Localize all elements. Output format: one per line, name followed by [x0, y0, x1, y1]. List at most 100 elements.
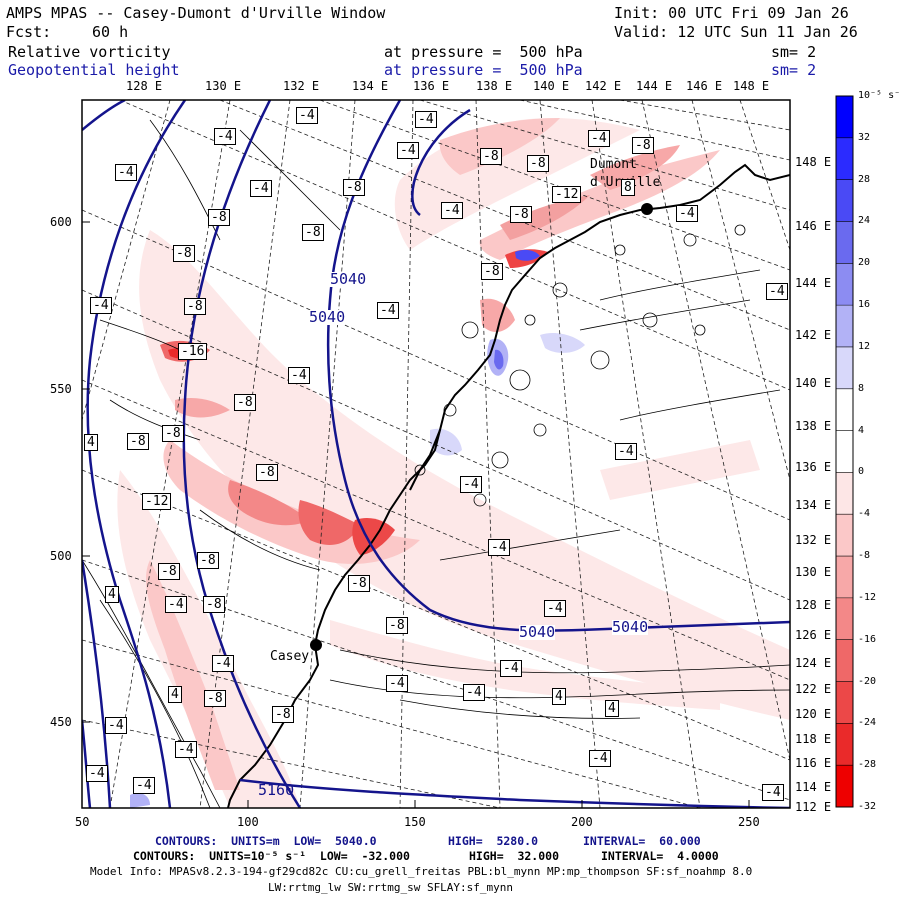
colorbar-label: -16 — [858, 633, 877, 645]
y-tick-label: 450 — [50, 715, 72, 729]
lon-label: 136 E — [413, 79, 450, 93]
vort-label: -8 — [173, 245, 195, 262]
vort-label: -4 — [676, 205, 698, 222]
vort-label: -8 — [162, 425, 184, 442]
colorbar-segment — [836, 556, 853, 599]
vort-label: -4 — [397, 142, 419, 159]
vort-label: -4 — [214, 128, 236, 145]
colorbar-segment — [836, 514, 853, 557]
colorbar-label: 32 — [858, 131, 871, 143]
colorbar-segment — [836, 681, 853, 724]
vort-label: -4 — [589, 750, 611, 767]
colorbar-segment — [836, 305, 853, 348]
window-title: AMPS MPAS -- Casey-Dumont d'Urville Wind… — [6, 4, 386, 22]
colorbar-segment — [836, 639, 853, 683]
colorbar-segment — [836, 765, 853, 808]
colorbar-label: 28 — [858, 173, 871, 185]
vort-label: -4 — [288, 367, 310, 384]
right-edge-label: 124 E — [795, 656, 832, 670]
vort-label: -8 — [197, 552, 219, 569]
field2-level: at pressure = 500 hPa — [384, 61, 583, 79]
right-edge-label: 130 E — [795, 565, 832, 579]
coastline — [227, 163, 790, 808]
valid-time: Valid: 12 UTC Sun 11 Jan 26 — [614, 23, 858, 41]
colorbar-unit: 10⁻⁵ s⁻¹ — [858, 90, 900, 101]
right-edge-label: 120 E — [795, 707, 832, 721]
field2-name: Geopotential height — [8, 61, 180, 79]
forecast-label: Fcst: — [6, 23, 52, 41]
colorbar-label: -28 — [858, 759, 877, 771]
colorbar-label: 12 — [858, 340, 871, 352]
vort-label: -8 — [158, 563, 180, 580]
colorbar-label: -32 — [858, 801, 877, 812]
vort-label: -4 — [377, 302, 399, 319]
lon-label: 142 E — [585, 79, 622, 93]
dumont-durville-station-marker — [641, 203, 653, 215]
vort-label: -4 — [460, 476, 482, 493]
vort-label: -8 — [256, 464, 278, 481]
vort-label: -4 — [441, 202, 463, 219]
right-edge-label: 138 E — [795, 419, 832, 433]
vort-label: -8 — [343, 179, 365, 196]
right-edge-label: 126 E — [795, 628, 832, 642]
height-contours — [82, 100, 790, 808]
vort-label: -8 — [632, 137, 654, 154]
vort-label: -4 — [90, 297, 112, 314]
colorbar-segment — [836, 430, 853, 473]
right-edge-label: 128 E — [795, 598, 832, 612]
colorbar-segment — [836, 263, 853, 306]
colorbar-label: 20 — [858, 257, 871, 269]
x-tick-label: 100 — [237, 815, 259, 829]
vort-label: -8 — [527, 155, 549, 172]
vort-label: 4 — [84, 434, 98, 451]
vort-label: -8 — [127, 433, 149, 450]
casey-label: Casey — [270, 649, 310, 664]
field2-smoothing: sm= 2 — [771, 61, 817, 79]
colorbar-label: -12 — [858, 591, 877, 603]
vort-label: -4 — [500, 660, 522, 677]
height-contour-label: 5160 — [258, 781, 295, 799]
height-contour-high: HIGH= 5280.0 — [448, 834, 539, 848]
height-contour-interval: INTERVAL= 60.000 — [583, 834, 701, 848]
lon-label: 134 E — [352, 79, 389, 93]
right-edge-label: 134 E — [795, 498, 832, 512]
vort-label: -12 — [142, 493, 172, 510]
colorbar-segment — [836, 472, 853, 515]
vort-label: -4 — [488, 539, 510, 556]
right-edge-label: 142 E — [795, 328, 832, 342]
field1-smoothing: sm= 2 — [771, 43, 817, 61]
colorbar-segment — [836, 388, 853, 432]
vort-label: 4 — [605, 700, 619, 717]
field1-level: at pressure = 500 hPa — [384, 43, 583, 61]
height-contour-info: CONTOURS: UNITS=m LOW= 5040.0 — [155, 834, 377, 848]
field1-name: Relative vorticity — [8, 43, 171, 61]
lon-label: 130 E — [205, 79, 242, 93]
right-edge-label: 112 E — [795, 800, 832, 814]
vort-label: -8 — [481, 263, 503, 280]
vort-label: -4 — [296, 107, 318, 124]
vort-label: -4 — [386, 675, 408, 692]
lon-label: 128 E — [126, 79, 163, 93]
model-info: Model Info: MPASv8.2.3-194-gf29cd82c CU:… — [90, 865, 753, 878]
vort-label: -4 — [415, 111, 437, 128]
colorbar-segment — [836, 221, 853, 264]
vort-label: -8 — [208, 209, 230, 226]
colorbar-segment — [836, 346, 853, 390]
vort-label: -4 — [86, 765, 108, 782]
vort-label: -8 — [203, 596, 225, 613]
y-tick-label: 550 — [50, 382, 72, 396]
vort-label: 4 — [105, 586, 119, 603]
plot-frame — [81, 99, 791, 809]
colorbar-label: -20 — [858, 675, 877, 687]
lon-label: 132 E — [283, 79, 320, 93]
height-contour-label: 5040 — [612, 618, 649, 636]
right-edge-label: 148 E — [795, 155, 832, 169]
colorbar-label: -8 — [858, 550, 871, 562]
y-tick-label: 600 — [50, 215, 72, 229]
vort-label: -8 — [234, 394, 256, 411]
vort-label: 8 — [621, 179, 635, 196]
lon-label: 148 E — [733, 79, 770, 93]
vort-label: -16 — [178, 343, 208, 360]
colorbar-label: 8 — [858, 382, 865, 394]
